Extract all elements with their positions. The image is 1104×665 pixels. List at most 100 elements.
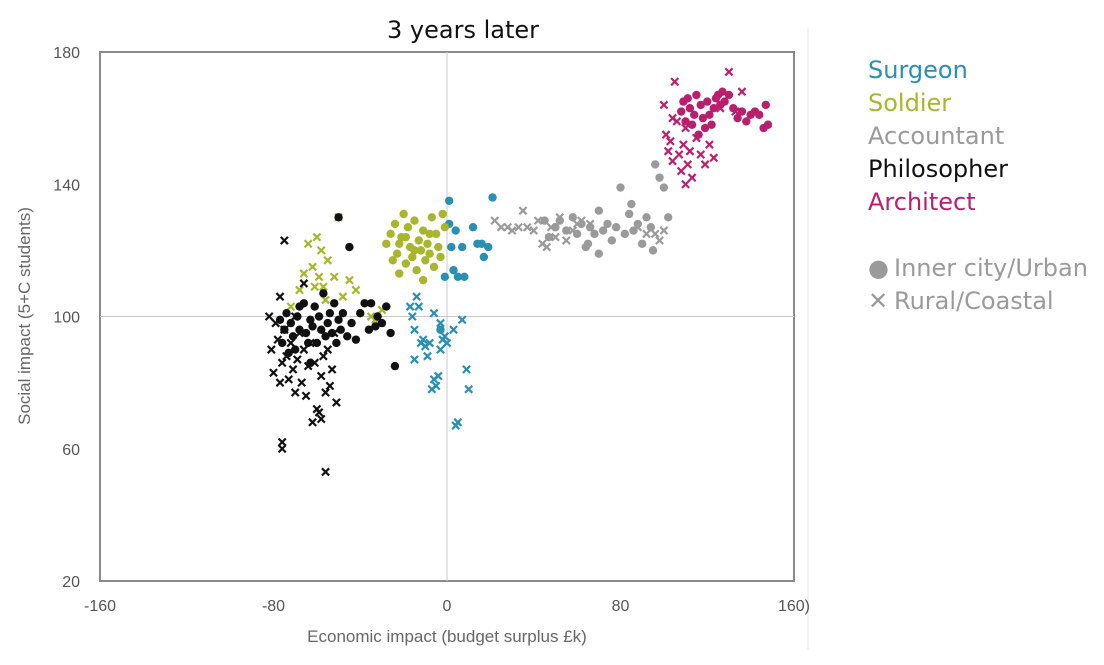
x-tick-labels: -160 -80 0 80 160)	[84, 598, 810, 615]
surgeon-urban-point	[488, 193, 497, 202]
soldier-urban-point	[418, 275, 428, 285]
accountant-urban-point	[598, 226, 608, 235]
accountant-urban-point	[616, 183, 625, 192]
philosopher-urban-point	[282, 308, 291, 318]
soldier-urban-point	[410, 216, 419, 225]
x-tick-label: 160)	[778, 598, 810, 615]
surgeon-rural-point	[462, 365, 471, 374]
philosopher-rural-point	[288, 365, 298, 374]
surgeon-urban-point	[477, 239, 486, 248]
y-tick-label: 180	[53, 45, 80, 62]
architect-urban-point	[742, 117, 751, 126]
accountant-rural-point	[546, 222, 556, 232]
architect-rural-point	[731, 107, 740, 116]
soldier-urban-point	[425, 249, 434, 258]
accountant-urban-point	[594, 249, 604, 258]
soldier-urban-point	[386, 229, 395, 239]
soldier-rural-point	[351, 285, 361, 295]
philosopher-rural-point	[295, 328, 304, 338]
philosopher-rural-point	[329, 328, 339, 338]
surgeon-urban-point	[484, 242, 493, 252]
cross-icon: ✕	[868, 287, 889, 315]
philosopher-rural-point	[266, 345, 276, 354]
philosopher-rural-point	[332, 398, 341, 407]
philosopher-urban-point	[390, 361, 400, 371]
philosopher-urban-point	[351, 335, 361, 344]
philosopher-rural-point	[273, 335, 283, 345]
soldier-urban-point	[416, 246, 426, 255]
surgeon-rural-point	[410, 325, 419, 335]
accountant-rural-point	[555, 212, 565, 222]
accountant-urban-point	[583, 239, 593, 248]
soldier-rural-point	[312, 232, 322, 242]
surgeon-rural-point	[464, 384, 474, 394]
philosopher-urban-point	[373, 312, 382, 321]
accountant-urban-point	[594, 206, 604, 215]
surgeon-rural-point	[407, 312, 417, 321]
philosopher-urban-point	[345, 242, 354, 252]
soldier-rural-point	[338, 292, 348, 302]
architect-rural-point	[724, 67, 734, 77]
architect-rural-point	[681, 179, 690, 189]
philosopher-rural-point	[325, 381, 335, 391]
accountant-rural-point	[650, 229, 660, 239]
soldier-urban-point	[401, 259, 410, 268]
architect-rural-point	[709, 153, 719, 163]
architect-rural-point	[683, 160, 693, 169]
surgeon-urban-point	[451, 226, 460, 235]
philosopher-rural-point	[321, 467, 330, 477]
architect-urban-point	[696, 100, 705, 110]
marker-legend-urban-label: Inner city/Urban	[894, 254, 1088, 282]
surgeon-urban-point	[468, 223, 478, 232]
philosopher-urban-point	[306, 315, 315, 325]
soldier-urban-point	[399, 209, 408, 219]
soldier-urban-point	[431, 229, 441, 239]
accountant-rural-point	[642, 229, 651, 239]
philosopher-rural-point	[299, 279, 309, 288]
philosopher-rural-point	[316, 371, 326, 381]
philosopher-rural-point	[297, 378, 307, 388]
philosopher-rural-point	[323, 345, 333, 354]
soldier-rural-point	[316, 245, 326, 255]
x-axis-label: Economic impact (budget surplus £k)	[307, 627, 587, 646]
philosopher-urban-point	[364, 325, 374, 334]
surgeon-rural-point	[412, 292, 422, 302]
surgeon-rural-point	[453, 417, 463, 427]
soldier-urban-point	[414, 236, 424, 245]
architect-rural-point	[700, 160, 710, 169]
surgeon-rural-point	[436, 345, 445, 354]
legend-item-soldier: Soldier	[868, 89, 952, 117]
architect-rural-point	[692, 133, 701, 143]
accountant-rural-point	[490, 216, 500, 225]
architect-rural-point	[687, 173, 697, 183]
soldier-urban-point	[436, 252, 445, 262]
philosopher-urban-point	[347, 318, 356, 328]
architect-urban-point	[761, 100, 771, 110]
architect-rural-point	[668, 156, 677, 166]
soldier-rural-point	[303, 239, 313, 249]
philosopher-rural-point	[279, 325, 289, 335]
legend-item-architect: Architect	[868, 188, 976, 216]
accountant-rural-point	[561, 236, 571, 245]
accountant-rural-point	[507, 226, 517, 235]
accountant-urban-point	[590, 229, 599, 239]
legend-item-philosopher: Philosopher	[868, 155, 1008, 183]
accountant-urban-point	[540, 216, 549, 225]
y-tick-label: 20	[62, 574, 80, 591]
soldier-urban-point	[395, 239, 404, 248]
accountant-rural-point	[518, 206, 528, 216]
architect-urban-point	[755, 110, 764, 120]
marker-legend-urban: ● Inner city/Urban	[868, 252, 1088, 285]
surgeon-rural-point	[418, 335, 428, 345]
surgeon-urban-point	[479, 252, 489, 262]
accountant-urban-point	[603, 219, 612, 229]
data-points	[264, 67, 773, 477]
architect-urban-point	[683, 94, 692, 103]
marker-legend-rural: ✕ Rural/Coastal	[868, 285, 1088, 318]
philosopher-urban-point	[386, 328, 395, 338]
architect-rural-point	[705, 140, 714, 149]
philosopher-rural-point	[290, 312, 300, 321]
surgeon-urban-point	[447, 242, 456, 252]
philosopher-urban-point	[343, 332, 352, 341]
